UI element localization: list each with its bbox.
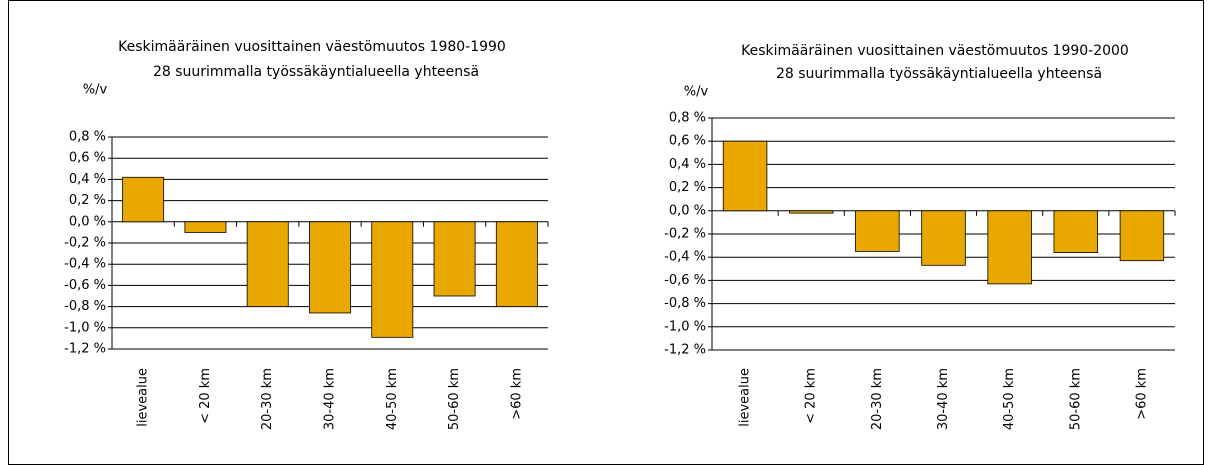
x-tick-label: 20-30 km [870,368,885,430]
bar [788,210,834,214]
x-tick-label: >60 km [509,368,524,420]
x-tick-label: lievealue [738,368,753,427]
chart-subtitle: 28 suurimmalla työssäkäyntialueella yhte… [776,66,1102,82]
y-tick-label: -0,4 % [664,250,706,265]
bar [722,140,768,212]
y-tick-label: -0,6 % [664,273,706,288]
y-tick-label: -0,4 % [64,257,106,272]
y-tick-label: -0,2 % [664,227,706,242]
x-tick-label: < 20 km [804,368,819,424]
y-tick-label: 0,4 % [69,172,106,187]
y-tick-label: -0,8 % [664,296,706,311]
x-tick-label: 20-30 km [260,368,275,430]
x-tick-label: 50-60 km [447,368,462,430]
y-tick-label: 0,8 % [69,130,106,145]
y-axis-label: %/v [684,85,709,100]
bar [309,221,351,314]
y-tick-label: 0,2 % [69,193,106,208]
x-tick-label: < 20 km [198,368,213,424]
y-axis-label: %/v [83,83,108,98]
y-tick-label: 0,2 % [669,180,706,195]
y-tick-label: -0,6 % [64,278,106,293]
y-tick-label: 0,0 % [669,203,706,218]
y-tick-label: -1,2 % [664,343,706,358]
chart-title: Keskimääräinen vuosittainen väestömuutos… [741,43,1129,59]
y-tick-label: 0,4 % [669,157,706,172]
x-tick-label: 30-40 km [936,368,951,430]
x-tick-label: lievealue [136,368,151,427]
x-tick-label: 40-50 km [1002,368,1017,430]
bar [122,176,165,223]
bar [184,221,227,233]
x-tick-label: 50-60 km [1068,368,1083,430]
bar [246,221,289,308]
x-tick-label: >60 km [1134,368,1149,420]
chart-subtitle: 28 suurimmalla työssäkäyntialueella yhte… [153,64,479,80]
y-tick-label: -1,0 % [64,320,106,335]
bar [1053,210,1099,253]
bar [495,221,538,308]
x-tick-label: 40-50 km [385,368,400,430]
y-tick-label: -1,0 % [664,319,706,334]
bar [921,210,966,266]
y-tick-label: 0,6 % [69,151,106,166]
y-tick-label: -1,2 % [64,342,106,357]
y-tick-label: 0,0 % [69,214,106,229]
x-tick-label: 30-40 km [323,368,338,430]
bar [1119,210,1165,262]
bar [855,210,900,252]
chart-title: Keskimääräinen vuosittainen väestömuutos… [118,39,506,55]
y-tick-label: 0,6 % [669,134,706,149]
y-tick-label: -0,2 % [64,236,106,251]
bar [987,210,1032,285]
y-tick-label: -0,8 % [64,299,106,314]
bar [371,221,414,338]
y-tick-label: 0,8 % [669,111,706,126]
bar [433,221,476,297]
